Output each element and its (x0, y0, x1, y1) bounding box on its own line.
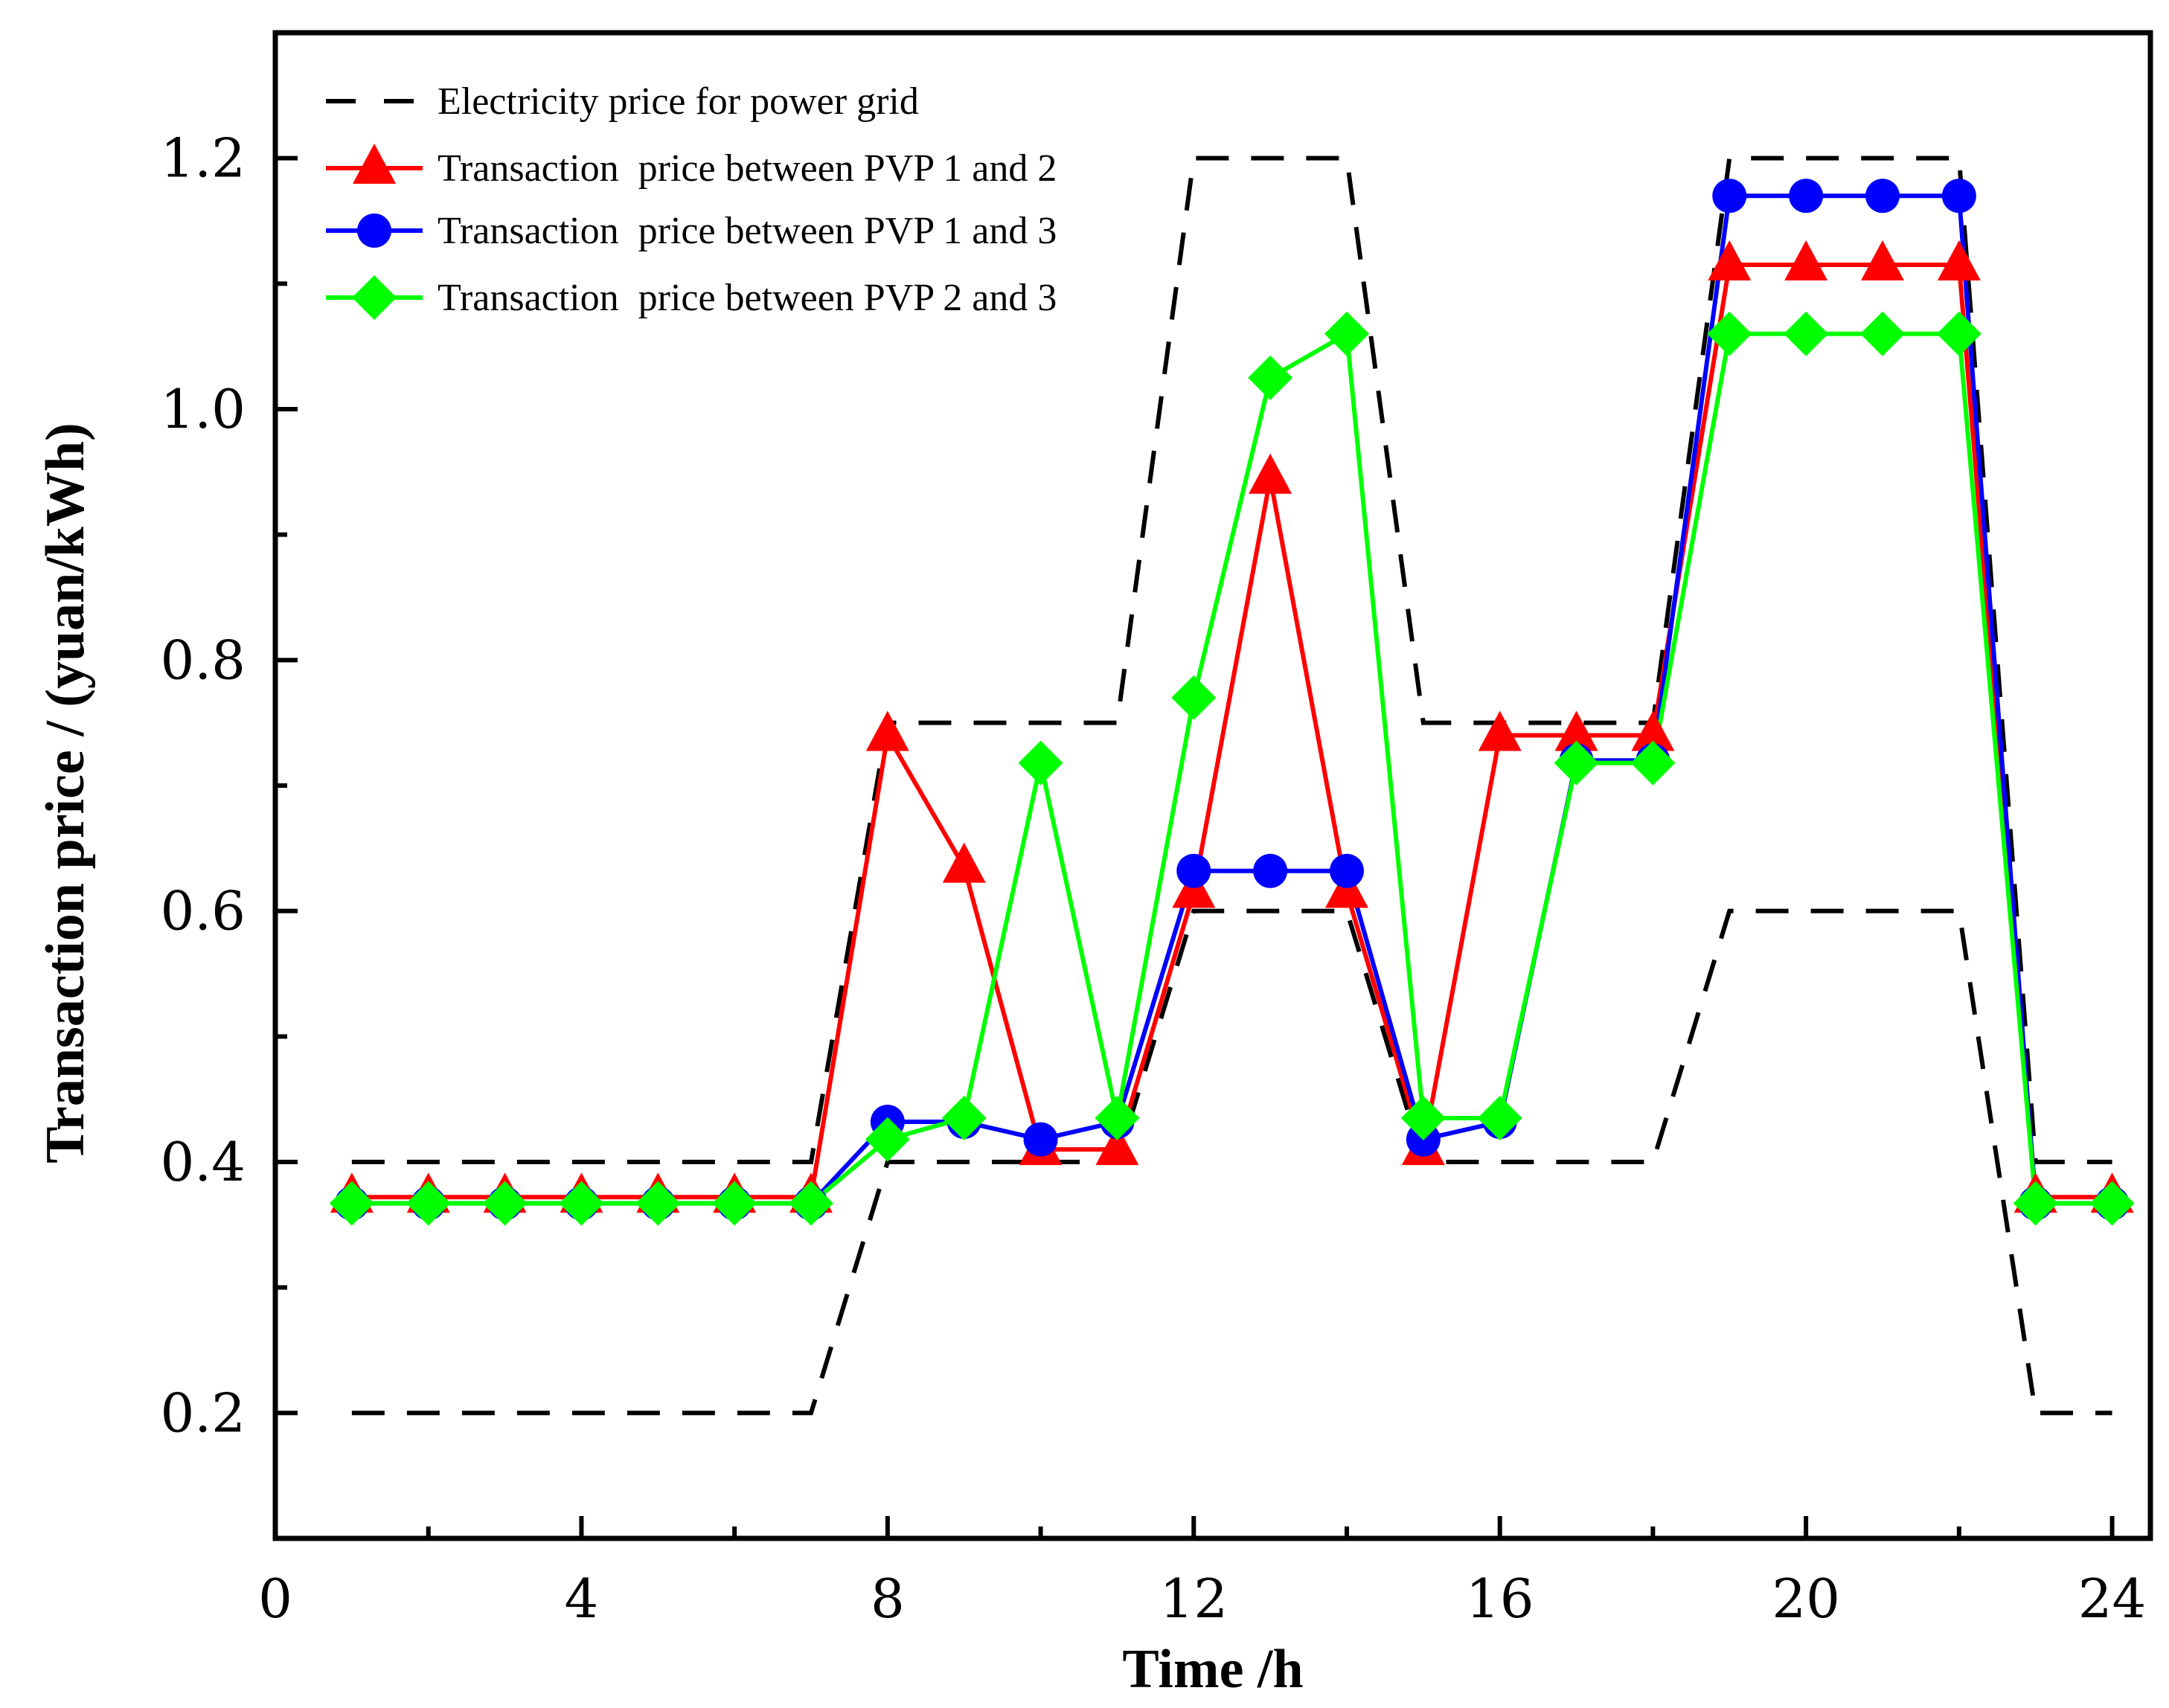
data-point-pvp-1-3 (1253, 854, 1287, 888)
x-axis-title: Time /h (1122, 1639, 1303, 1700)
y-axis-title: Transaction price / (yuan/kWh) (35, 423, 96, 1163)
data-point-pvp-1-3 (1789, 179, 1823, 213)
x-tick-label: 20 (1772, 1567, 1840, 1630)
legend-label: Transaction price between PVP 1 and 3 (438, 210, 1057, 252)
x-tick-label: 8 (871, 1567, 905, 1630)
x-tick-label: 12 (1159, 1567, 1228, 1630)
data-point-pvp-1-3 (1330, 854, 1364, 888)
legend-label: Transaction price between PVP 2 and 3 (438, 277, 1057, 319)
price-chart: 0 4 8 12 16 20 24 0.2 0.4 0.6 0.8 1.0 1.2 Time /h T… (0, 0, 2169, 1708)
y-tick-label: 0.4 (160, 1131, 246, 1193)
y-tick-label: 0.6 (160, 880, 246, 943)
data-point-pvp-1-3 (1942, 179, 1976, 213)
y-tick-label: 0.2 (160, 1381, 246, 1444)
y-tick-label: 1.0 (160, 378, 246, 440)
legend-label: Electricity price for power grid (438, 80, 919, 123)
x-tick-label: 24 (2078, 1567, 2147, 1630)
x-tick-label: 4 (565, 1567, 599, 1630)
data-point-pvp-1-3 (1024, 1123, 1058, 1157)
x-tick-label: 0 (258, 1567, 292, 1630)
legend-swatch-marker (357, 214, 391, 248)
x-tick-label: 16 (1466, 1567, 1534, 1630)
data-point-pvp-1-3 (1712, 179, 1746, 213)
y-tick-label: 1.2 (160, 127, 246, 190)
chart-background (0, 0, 2169, 1708)
data-point-pvp-1-3 (1176, 854, 1211, 888)
legend-label: Transaction price between PVP 1 and 2 (438, 147, 1057, 190)
data-point-pvp-1-3 (1865, 179, 1900, 213)
y-tick-label: 0.8 (160, 629, 246, 691)
